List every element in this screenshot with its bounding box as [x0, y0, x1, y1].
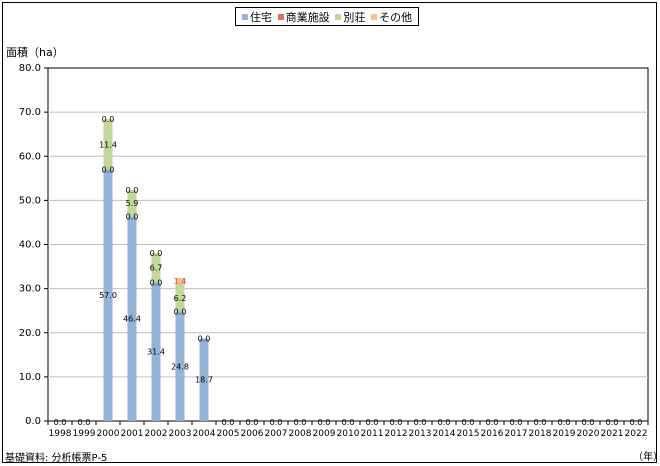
legend-label: その他: [379, 10, 413, 24]
x-tick-label: 2015: [457, 429, 480, 439]
source-note: 基礎資料: 分析帳票P-5: [5, 453, 108, 464]
x-tick-label: 2022: [625, 429, 648, 439]
data-label: 0.0: [390, 418, 403, 427]
bar-segment: [103, 119, 113, 170]
y-tick-label: 50.0: [19, 195, 41, 206]
data-label: 0.0: [150, 278, 163, 287]
data-label: 0.0: [462, 418, 475, 427]
legend-swatch: [277, 13, 284, 20]
legend-item-shogyo: 商業施設: [277, 9, 330, 25]
legend-swatch: [241, 13, 248, 20]
x-tick-label: 2021: [601, 429, 624, 439]
data-label: 0.0: [126, 186, 139, 195]
x-axis-unit: （年）: [633, 452, 660, 463]
x-tick-label: 2020: [577, 429, 600, 439]
data-label: 0.0: [222, 418, 235, 427]
data-label: 0.0: [558, 418, 571, 427]
x-tick-label: 1999: [73, 429, 96, 439]
data-label: 0.0: [174, 308, 187, 317]
y-tick-label: 20.0: [19, 328, 41, 339]
y-axis-label: 面積（ha）: [6, 46, 64, 59]
legend-label: 商業施設: [285, 10, 330, 24]
x-tick-label: 2014: [433, 429, 456, 439]
x-tick-label: 2006: [241, 429, 264, 439]
bar-segment: [151, 252, 161, 283]
bar-segment: [127, 216, 137, 421]
x-tick-label: 2010: [337, 429, 360, 439]
data-label: 0.0: [366, 418, 379, 427]
data-label: 0.0: [54, 418, 67, 427]
data-label: 0.0: [534, 418, 547, 427]
x-tick-label: 2002: [145, 429, 168, 439]
x-tick-label: 2001: [121, 429, 144, 439]
data-label: 0.0: [150, 249, 163, 258]
x-tick-label: 1998: [49, 429, 72, 439]
data-label: 0.0: [270, 418, 283, 427]
data-label: 0.0: [486, 418, 499, 427]
data-label: 18.7: [195, 376, 213, 385]
data-label: 6.2: [174, 294, 187, 303]
bar-segment: [175, 311, 185, 421]
bar-segment: [199, 338, 209, 421]
data-label: 31.4: [147, 348, 165, 357]
x-tick-label: 2008: [289, 429, 312, 439]
data-label: 0.0: [438, 418, 451, 427]
x-tick-label: 2000: [97, 429, 120, 439]
y-tick-label: 30.0: [19, 284, 41, 295]
data-label: 0.0: [102, 165, 115, 174]
x-tick-label: 2013: [409, 429, 432, 439]
data-label: 24.8: [171, 362, 189, 371]
data-label: 0.0: [414, 418, 427, 427]
y-tick-label: 60.0: [19, 151, 41, 162]
bar-segment: [175, 284, 185, 312]
legend-swatch: [371, 13, 378, 20]
bar-segment: [175, 278, 185, 285]
legend-item-sonota: その他: [371, 9, 412, 25]
data-label: 0.0: [510, 418, 523, 427]
x-tick-label: 2017: [505, 429, 528, 439]
y-tick-label: 70.0: [19, 107, 41, 118]
x-tick-label: 2019: [553, 429, 576, 439]
data-label: 5.9: [126, 199, 139, 208]
data-label: 0.0: [246, 418, 259, 427]
y-tick-label: 0.0: [25, 416, 41, 427]
data-label: 1.4: [174, 277, 187, 286]
x-tick-label: 2005: [217, 429, 240, 439]
chart-legend: 住宅 商業施設 別荘 その他: [235, 7, 419, 26]
data-label: 0.0: [198, 334, 211, 343]
x-tick-label: 2004: [193, 429, 216, 439]
x-tick-label: 2016: [481, 429, 504, 439]
data-label: 11.4: [99, 140, 117, 149]
data-label: 0.0: [630, 418, 643, 427]
legend-item-besso: 別荘: [335, 9, 365, 25]
legend-item-jutaku: 住宅: [241, 9, 272, 25]
data-label: 0.0: [126, 212, 139, 221]
x-tick-label: 2007: [265, 429, 288, 439]
x-tick-label: 2012: [385, 429, 408, 439]
data-label: 0.0: [78, 418, 91, 427]
data-label: 46.4: [123, 315, 141, 324]
data-label: 0.0: [318, 418, 331, 427]
data-label: 0.0: [582, 418, 595, 427]
data-label: 0.0: [606, 418, 619, 427]
y-tick-label: 10.0: [19, 372, 41, 383]
data-label: 57.0: [99, 291, 117, 300]
data-label: 0.0: [102, 115, 115, 124]
bar-segment: [103, 169, 113, 421]
y-tick-label: 80.0: [19, 63, 41, 74]
x-tick-label: 2009: [313, 429, 336, 439]
y-tick-label: 40.0: [19, 240, 41, 251]
legend-label: 住宅: [249, 10, 272, 24]
data-label: 0.0: [294, 418, 307, 427]
data-label: 6.7: [150, 264, 163, 273]
bar-segment: [151, 282, 161, 421]
x-tick-label: 2003: [169, 429, 192, 439]
legend-label: 別荘: [343, 10, 366, 24]
data-label: 0.0: [342, 418, 355, 427]
legend-swatch: [335, 13, 342, 20]
bar-segment: [127, 190, 137, 217]
x-tick-label: 2018: [529, 429, 552, 439]
x-tick-label: 2011: [361, 429, 384, 439]
